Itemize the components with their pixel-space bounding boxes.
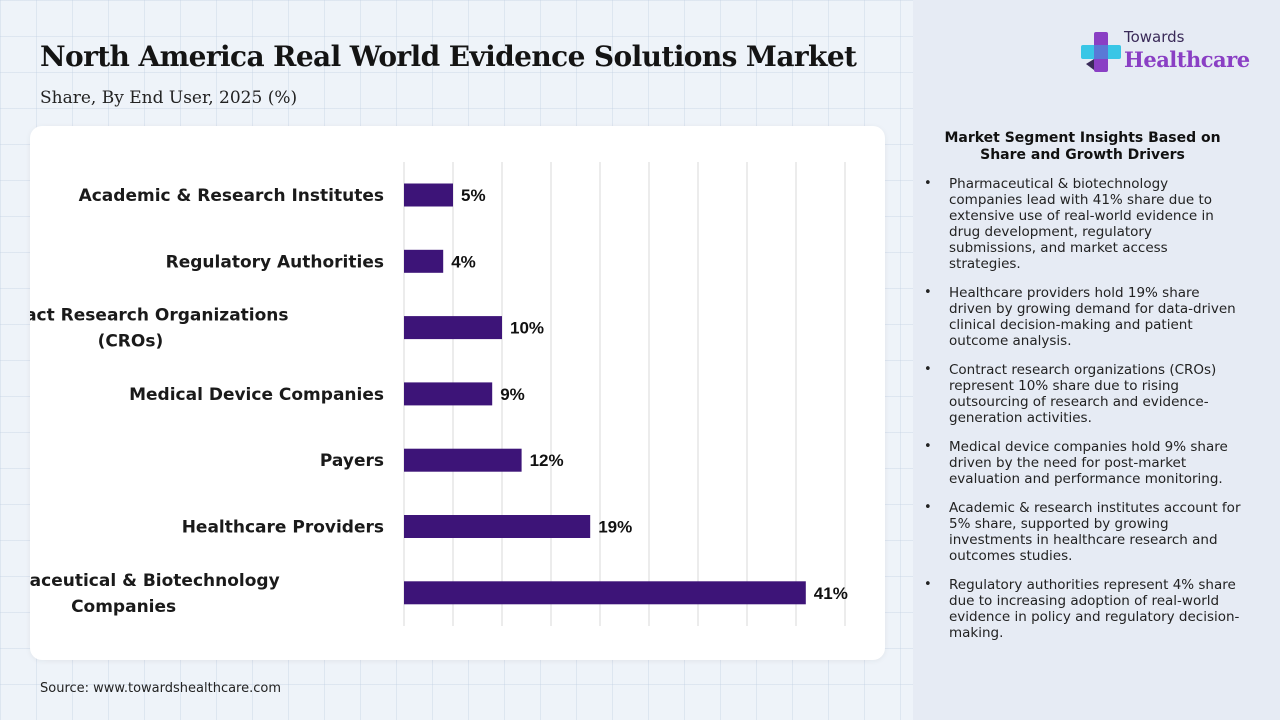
category-label-line: Healthcare Providers [182,518,384,538]
category-label: Academic & Research Institutes [79,186,384,206]
medical-cross-logo-icon [1081,32,1121,72]
brand-name-line2: Healthcare [1124,47,1250,72]
insights-list: Pharmaceutical & biotechnology companies… [922,176,1242,654]
insights-title: Market Segment Insights Based on Share a… [944,130,1221,163]
insight-item: Academic & research institutes account f… [922,500,1242,564]
category-label-line: Academic & Research Institutes [79,186,384,206]
category-label: Regulatory Authorities [166,252,384,272]
category-label: Medical Device Companies [129,385,384,405]
bar-chart: 5% Academic & Research Institutes 4% Regula… [30,162,848,626]
chart-title: North America Real World Evidence Soluti… [40,40,857,73]
category-label: Payers [320,451,384,471]
bar-value-label: 10% [510,319,544,338]
brand-name-line1: Towards [1124,28,1185,46]
insight-item: Healthcare providers hold 19% share driv… [922,285,1242,349]
insight-item: Contract research organizations (CROs) r… [922,362,1242,426]
bar-value-label: 41% [814,584,848,603]
bar-value-label: 9% [500,385,525,404]
source-note: Source: www.towardshealthcare.com [40,681,282,696]
bar[interactable] [404,183,453,207]
category-label-line: Contract Research Organizations [30,306,289,326]
category-label-line: Pharmaceutical & Biotechnology [30,571,280,591]
category-label-line: Payers [320,451,384,471]
insight-item: Regulatory authorities represent 4% shar… [922,577,1242,641]
category-label-line: (CROs) [98,332,164,352]
chart-subtitle: Share, By End User, 2025 (%) [40,88,298,108]
chart-card: 5% Academic & Research Institutes 4% Regula… [30,126,885,660]
bar[interactable] [404,316,502,340]
category-label-line: Medical Device Companies [129,385,384,405]
bar-value-label: 12% [530,451,564,470]
category-label: Pharmaceutical & Biotechnology Companies [30,571,280,617]
insight-item: Pharmaceutical & biotechnology companies… [922,176,1242,272]
category-label: Contract Research Organizations (CROs) [30,306,289,352]
bar[interactable] [404,515,591,538]
category-label: Healthcare Providers [182,518,384,538]
bar[interactable] [404,249,444,273]
brand-logo[interactable]: Towards Healthcare [1080,28,1260,76]
category-label-line: Regulatory Authorities [166,252,384,272]
bar[interactable] [404,448,522,472]
category-label-line: Companies [71,597,176,617]
bar-value-label: 19% [598,518,632,537]
bar[interactable] [404,581,806,605]
insight-item: Medical device companies hold 9% share d… [922,439,1242,487]
bar[interactable] [404,382,493,406]
bar-value-label: 5% [461,186,486,205]
bar-value-label: 4% [451,252,476,271]
